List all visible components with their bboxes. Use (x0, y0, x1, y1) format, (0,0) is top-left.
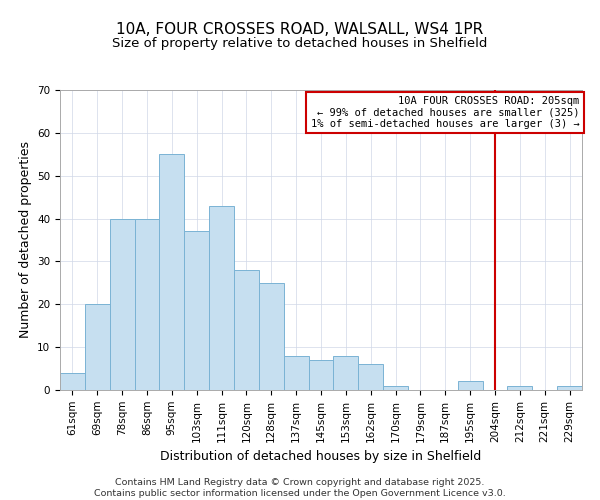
Bar (334, 356, 358, 390)
Bar (60, 373, 85, 390)
Bar (557, 386, 582, 390)
Bar (383, 386, 408, 390)
Bar (85, 304, 110, 390)
Bar (284, 356, 308, 390)
Bar (234, 270, 259, 390)
Bar (110, 218, 134, 390)
Bar (358, 364, 383, 390)
Y-axis label: Number of detached properties: Number of detached properties (19, 142, 32, 338)
X-axis label: Distribution of detached houses by size in Shelfield: Distribution of detached houses by size … (160, 450, 482, 463)
Text: Size of property relative to detached houses in Shelfield: Size of property relative to detached ho… (112, 38, 488, 51)
Bar (308, 360, 334, 390)
Bar (209, 206, 234, 390)
Text: 10A FOUR CROSSES ROAD: 205sqm
← 99% of detached houses are smaller (325)
1% of s: 10A FOUR CROSSES ROAD: 205sqm ← 99% of d… (311, 96, 580, 129)
Bar (259, 283, 284, 390)
Bar (134, 218, 160, 390)
Bar (458, 382, 482, 390)
Text: 10A, FOUR CROSSES ROAD, WALSALL, WS4 1PR: 10A, FOUR CROSSES ROAD, WALSALL, WS4 1PR (116, 22, 484, 38)
Bar (508, 386, 532, 390)
Bar (160, 154, 184, 390)
Bar (184, 232, 209, 390)
Text: Contains HM Land Registry data © Crown copyright and database right 2025.
Contai: Contains HM Land Registry data © Crown c… (94, 478, 506, 498)
